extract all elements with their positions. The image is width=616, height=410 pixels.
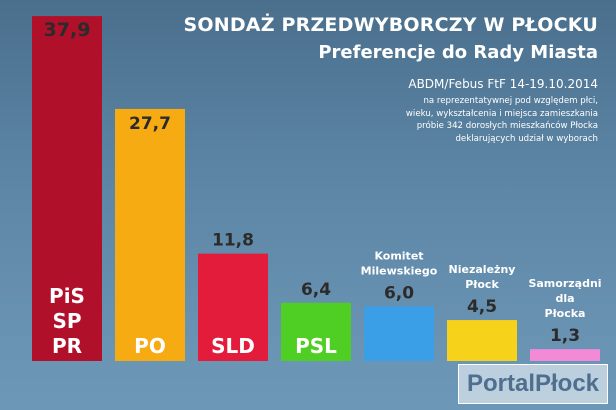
bar — [198, 253, 268, 361]
bar-value-label: 6,0 — [384, 283, 414, 303]
category-label: Samorządni — [528, 277, 601, 290]
bar-value-label: 6,4 — [301, 280, 331, 300]
survey-source: ABDM/Febus FtF 14-19.10.2014 — [408, 77, 598, 91]
category-label: dla — [555, 292, 574, 305]
chart-title: SONDAŻ PRZEDWYBORCZY W PŁOCKU — [183, 14, 598, 36]
category-label: Komitet — [374, 249, 423, 262]
bar — [530, 349, 600, 361]
category-label: Płocka — [545, 307, 586, 320]
survey-note-line: próbie 342 dorosłych mieszkańców Płocka — [416, 121, 598, 132]
bar-value-label: 4,5 — [467, 297, 497, 317]
survey-note-line: wieku, wykształcenia i miejsca zamieszka… — [405, 108, 598, 119]
portal-logo: PortalPłock — [458, 364, 608, 404]
category-label: SLD — [211, 334, 255, 358]
category-label: Milewskiego — [361, 264, 438, 277]
category-label: PSL — [295, 334, 337, 358]
category-label: PiS — [49, 284, 85, 308]
bar — [115, 108, 185, 362]
survey-note-line: na reprezentatywnej pod względem płci, — [423, 96, 598, 106]
category-label: PR — [52, 334, 82, 358]
bar-value-label: 11,8 — [212, 231, 254, 251]
category-label: Niezależny — [449, 263, 516, 276]
category-label: SP — [52, 309, 81, 333]
category-label: Płock — [465, 278, 499, 291]
category-label: PO — [134, 334, 166, 358]
bar — [447, 320, 517, 361]
bar — [32, 16, 102, 362]
chart-subtitle: Preferencje do Rady Miasta — [318, 42, 598, 63]
bar-value-label: 1,3 — [550, 326, 580, 346]
bar — [364, 306, 434, 361]
bar — [281, 302, 351, 361]
bar-value-label: 27,7 — [129, 114, 171, 134]
bar-value-label: 37,9 — [44, 19, 91, 41]
survey-note: na reprezentatywnej pod względem płci, w… — [348, 95, 598, 145]
survey-note-line: deklarujących udział w wyborach — [455, 133, 598, 144]
